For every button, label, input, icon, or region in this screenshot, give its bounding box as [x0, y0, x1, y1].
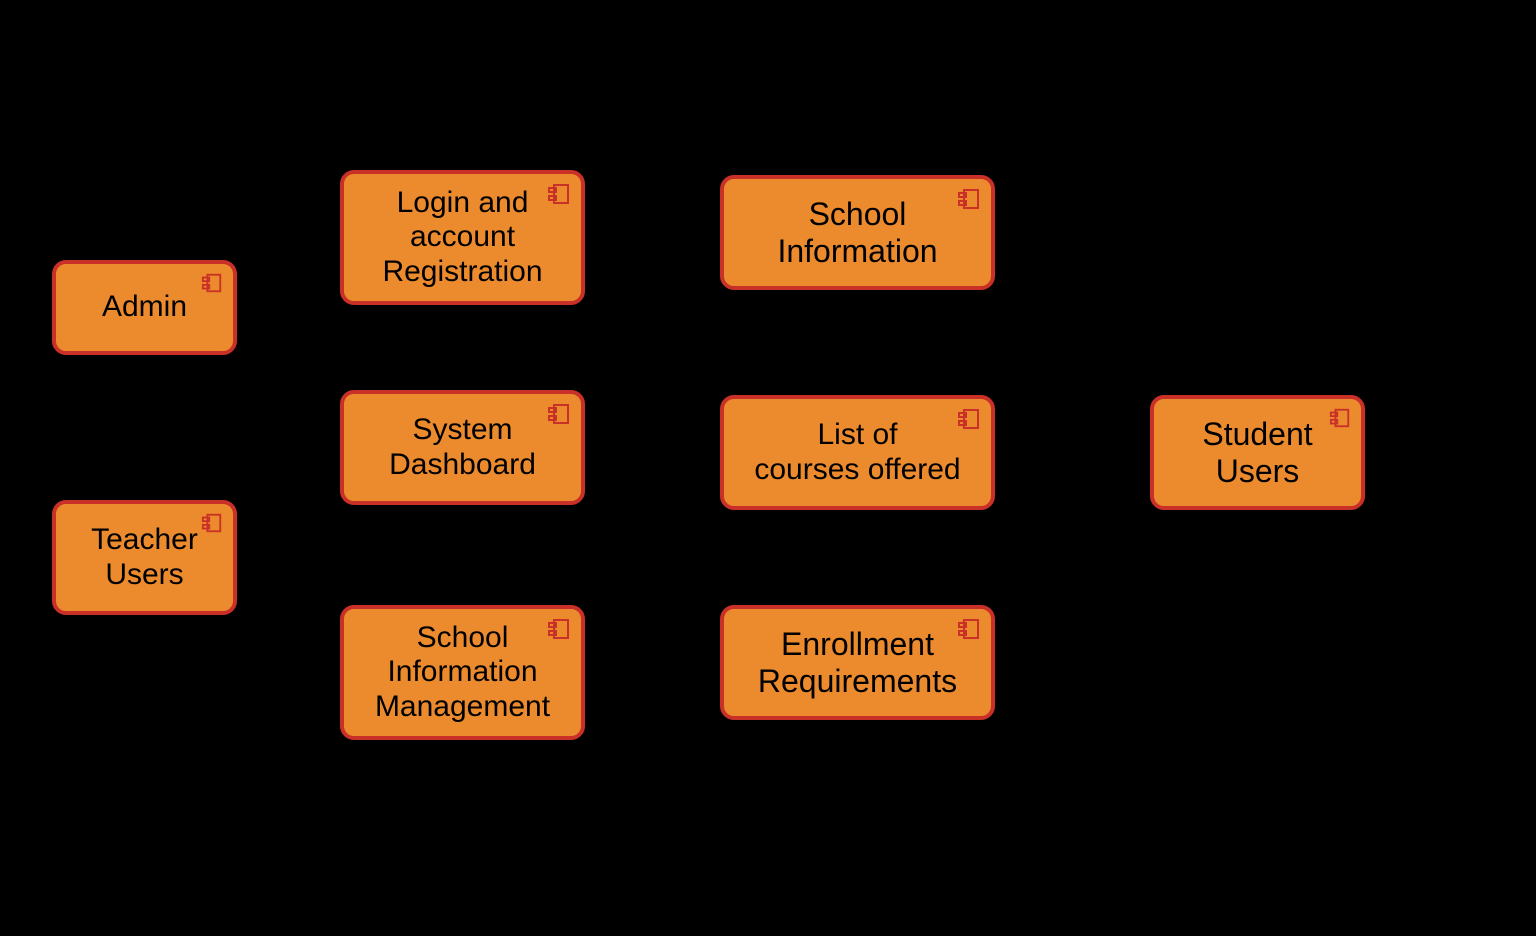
edge-school-info-mgmt-school-info — [585, 233, 720, 673]
node-label: School Information Management — [375, 621, 550, 725]
edge-teacher-users-system-dashboard — [237, 448, 340, 558]
edge-student-users-school-info — [995, 233, 1150, 453]
node-label: System Dashboard — [389, 413, 536, 482]
component-icon — [201, 512, 223, 539]
component-icon — [547, 182, 571, 211]
node-label: Teacher Users — [91, 523, 198, 592]
component-icon — [1329, 407, 1351, 434]
node-teacher-users: Teacher Users — [52, 500, 237, 615]
node-label: Login and account Registration — [382, 186, 542, 290]
node-system-dashboard: System Dashboard — [340, 390, 585, 505]
node-label: Admin — [102, 290, 187, 325]
node-school-info: School Information — [720, 175, 995, 290]
component-icon — [957, 617, 981, 646]
node-enrollment-req: Enrollment Requirements — [720, 605, 995, 720]
node-school-info-mgmt: School Information Management — [340, 605, 585, 740]
node-admin: Admin — [52, 260, 237, 355]
edge-school-info-mgmt-enrollment-req — [585, 663, 720, 673]
edge-teacher-users-login-register — [237, 238, 340, 558]
component-icon — [957, 187, 981, 216]
edge-teacher-users-school-info-mgmt — [237, 558, 340, 673]
node-label: School Information — [777, 196, 937, 270]
node-label: Student Users — [1202, 416, 1312, 490]
edge-student-users-enrollment-req — [995, 453, 1150, 663]
component-icon — [547, 402, 571, 431]
node-label: Enrollment Requirements — [758, 626, 957, 700]
node-courses-offered: List of courses offered — [720, 395, 995, 510]
edge-admin-school-info-mgmt — [237, 308, 340, 673]
component-icon — [957, 407, 981, 436]
edge-admin-login-register — [237, 238, 340, 308]
node-label: List of courses offered — [754, 418, 960, 487]
diagram-canvas: Admin Teacher Users Login and account Regi… — [0, 0, 1536, 936]
node-student-users: Student Users — [1150, 395, 1365, 510]
component-icon — [547, 617, 571, 646]
edge-admin-system-dashboard — [237, 308, 340, 448]
node-login-register: Login and account Registration — [340, 170, 585, 305]
edge-school-info-mgmt-courses-offered — [585, 453, 720, 673]
component-icon — [201, 272, 223, 299]
